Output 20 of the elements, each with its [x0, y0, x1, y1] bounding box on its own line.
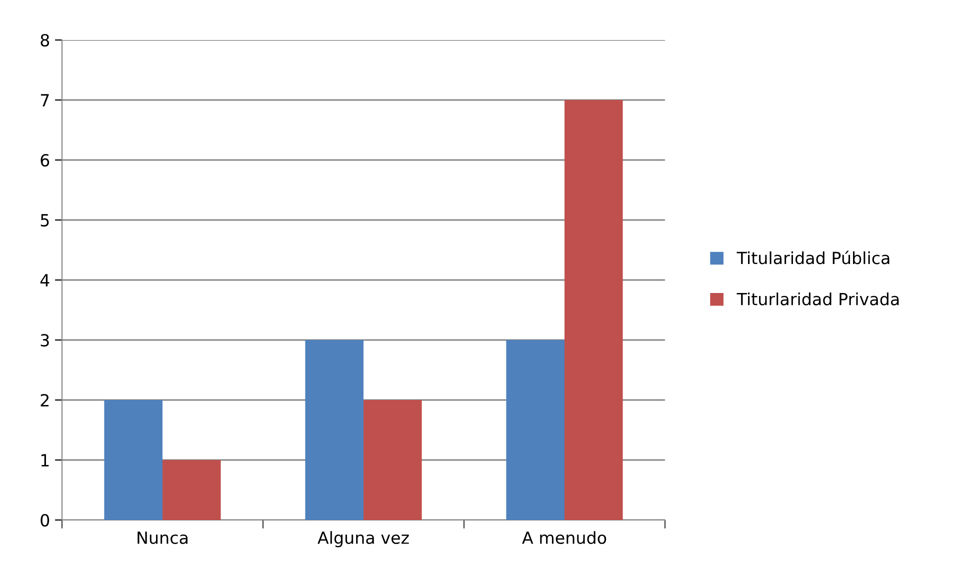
- y-tick-label: 2: [40, 394, 49, 406]
- y-tick-label: 3: [40, 334, 49, 347]
- bar: [162, 460, 221, 520]
- bar: [364, 400, 422, 520]
- y-tick-label: 8: [40, 34, 50, 47]
- x-tick-label: Nunca: [138, 532, 188, 544]
- bar: [104, 400, 162, 520]
- y-tick-label: 7: [40, 94, 49, 106]
- y-tick-label: 6: [40, 154, 50, 167]
- legend-label: Titularidad Pública: [736, 250, 890, 264]
- y-tick-label: 1: [41, 454, 49, 466]
- y-tick-label: 0: [40, 514, 50, 527]
- y-tick-label: 4: [40, 274, 50, 286]
- x-tick-label: Alguna vez: [318, 531, 409, 548]
- y-tick-label: 5: [40, 214, 49, 227]
- legend-label: Titurlaridad Privada: [736, 292, 899, 306]
- bar: [506, 340, 564, 520]
- x-tick-label: A menudo: [522, 531, 606, 544]
- bar: [564, 100, 623, 520]
- bar: [305, 340, 364, 520]
